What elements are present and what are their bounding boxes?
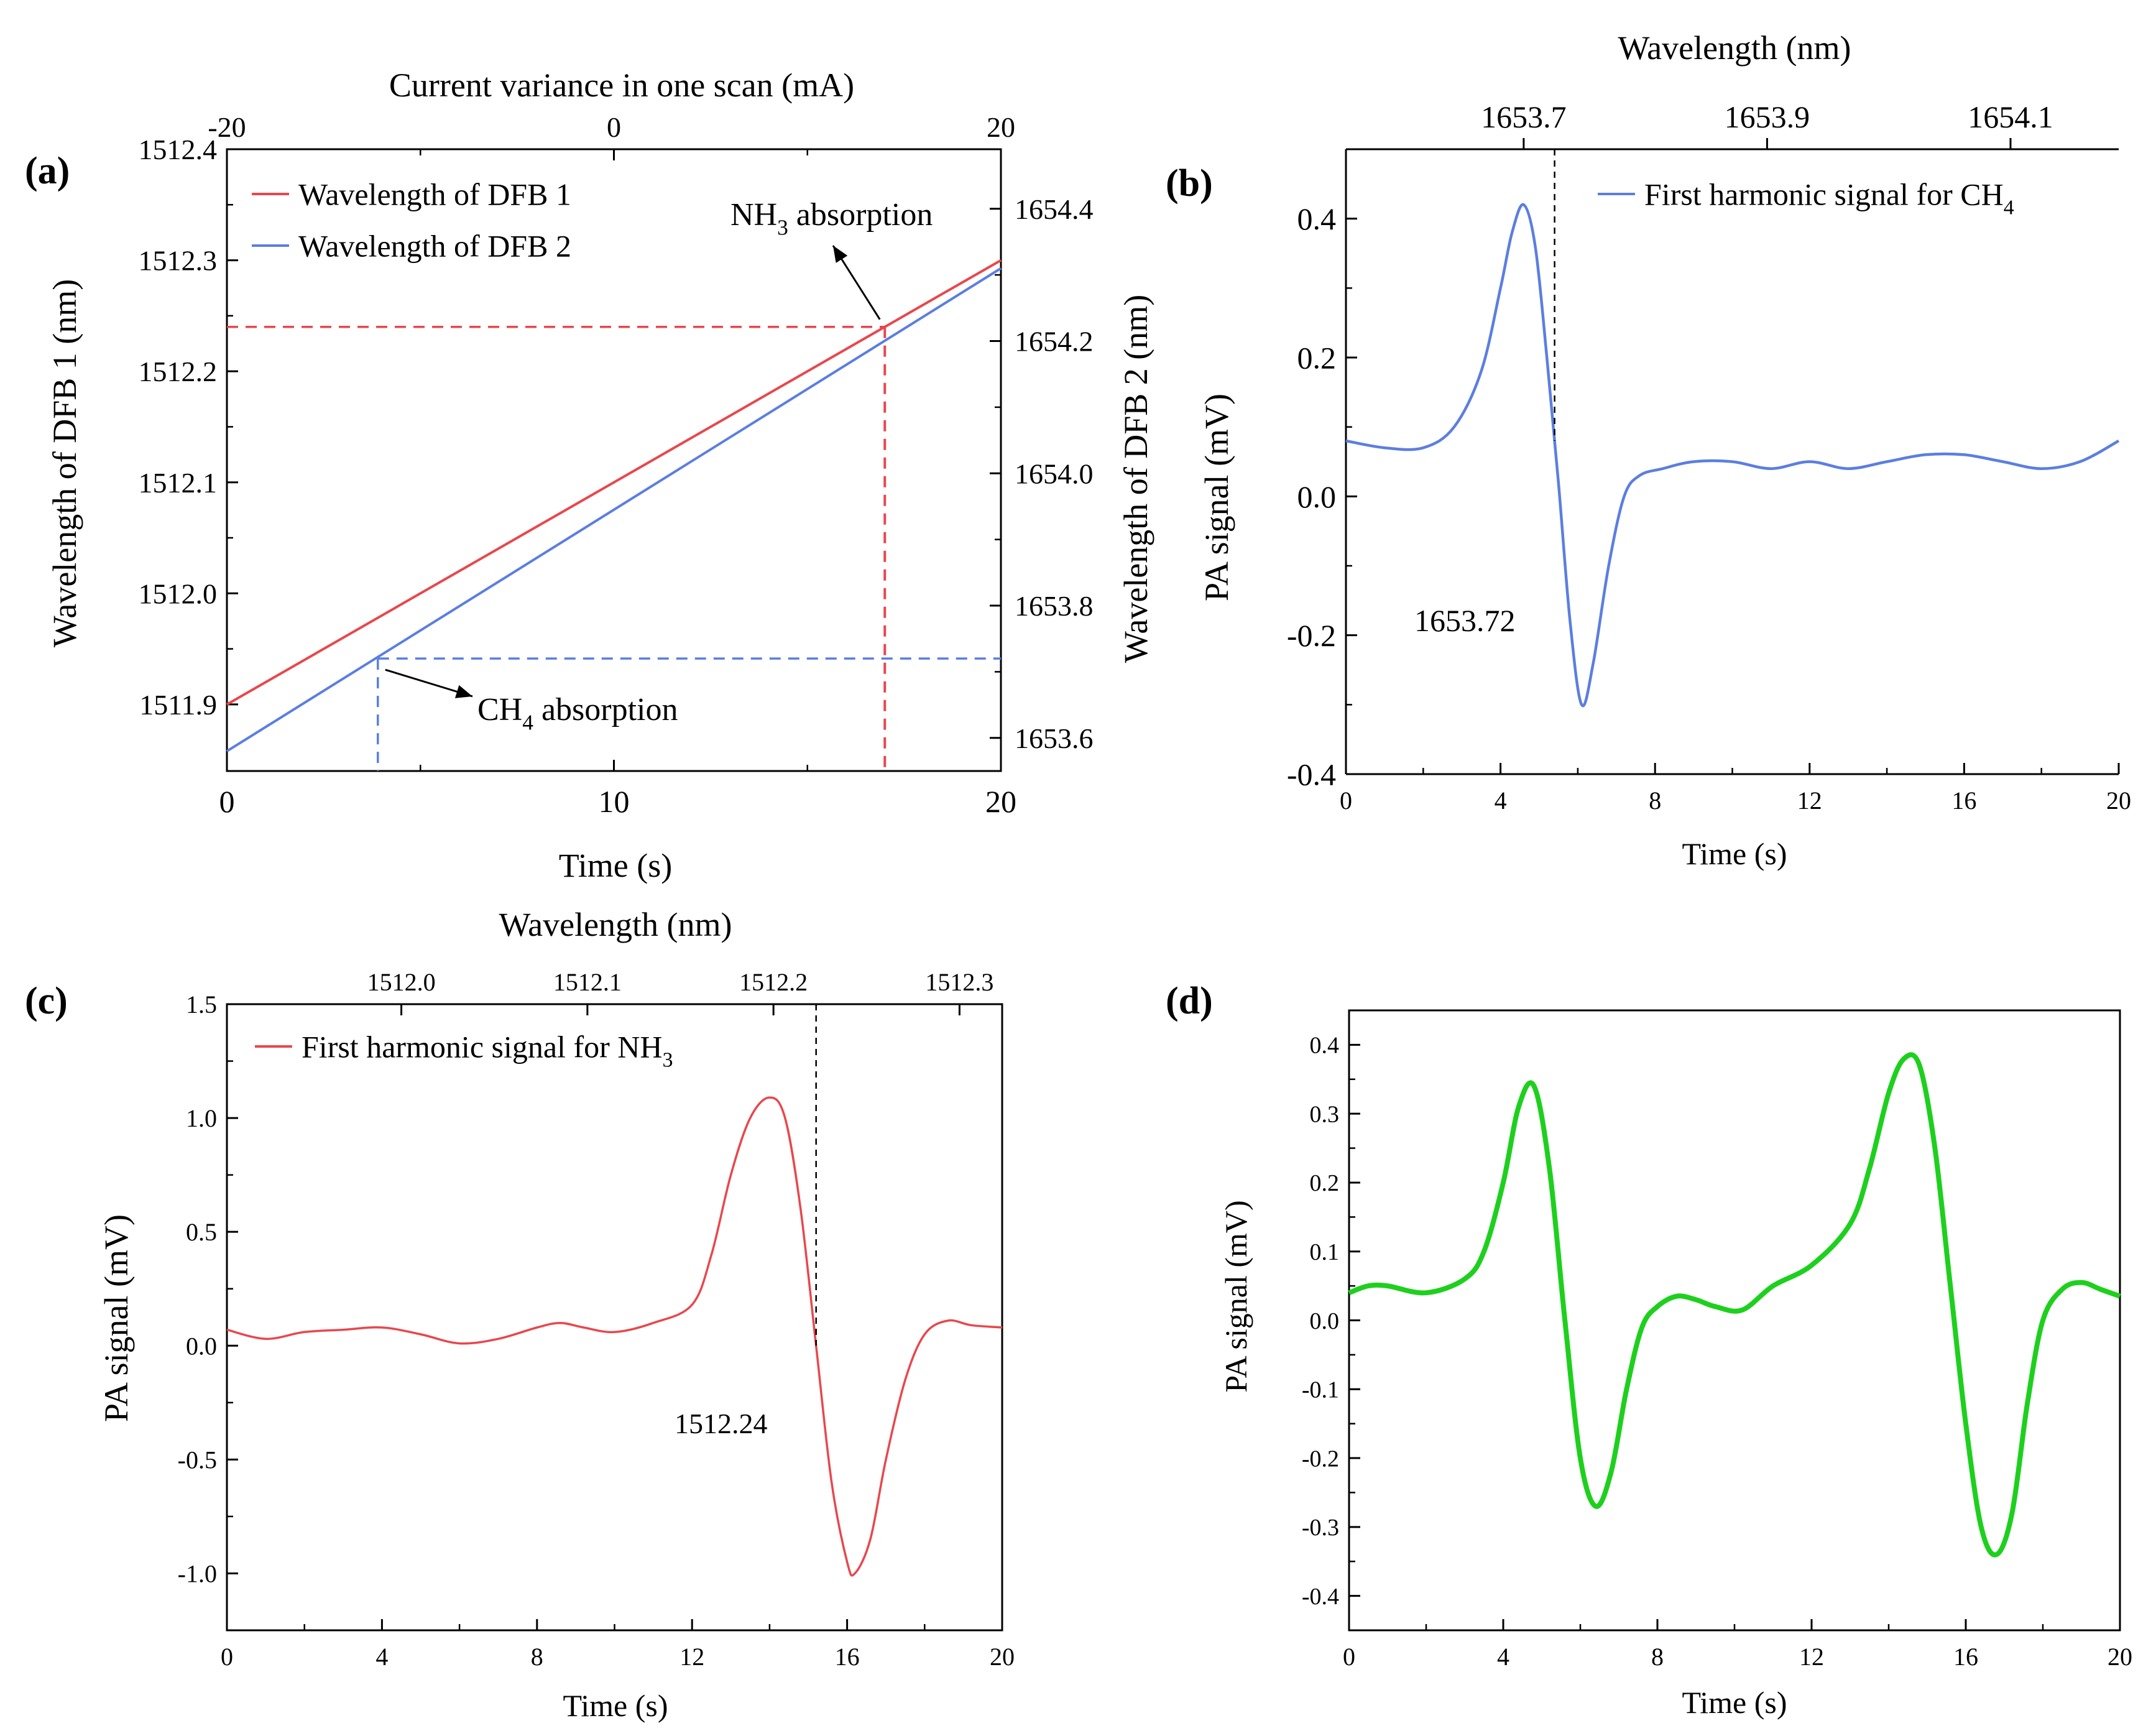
x2-axis-title: Wavelength (nm) bbox=[1618, 29, 1851, 67]
y-tick-label: 0.0 bbox=[186, 1332, 217, 1360]
y-tick-label: -0.4 bbox=[1287, 757, 1336, 792]
y-axis-title: PA signal (mV) bbox=[1219, 1200, 1253, 1392]
x-tick-label: 4 bbox=[1497, 1643, 1509, 1671]
x-axis-title: Time (s) bbox=[563, 1688, 668, 1723]
y-tick-label: -1.0 bbox=[178, 1559, 217, 1587]
y2-axis-title: Wavelength of DFB 2 (nm) bbox=[1117, 295, 1154, 663]
y-tick-label: 1512.2 bbox=[139, 356, 218, 387]
series-line-dfb2 bbox=[226, 267, 1002, 752]
x2-tick-label: 20 bbox=[987, 111, 1015, 143]
y-tick-label: 1.5 bbox=[186, 990, 217, 1018]
x2-tick-label: 1512.2 bbox=[739, 968, 808, 996]
y-axis-title: PA signal (mV) bbox=[98, 1214, 135, 1422]
x-tick-label: 20 bbox=[2108, 1643, 2132, 1671]
y-tick-label: 1512.4 bbox=[139, 134, 218, 165]
x-tick-label: 12 bbox=[1797, 787, 1822, 815]
y-tick-label: -0.5 bbox=[178, 1446, 217, 1474]
legend-label: First harmonic signal for CH4 bbox=[1644, 177, 2014, 219]
y-axis-title: Wavelength of DFB 1 (nm) bbox=[46, 279, 83, 648]
panel-label-a: (a) bbox=[25, 150, 70, 192]
x-tick-label: 16 bbox=[1951, 787, 1976, 815]
panel-d: (d) Time (s) PA signal (mV) 0 4 8 12 16 20 -0.… bbox=[1166, 980, 2132, 1720]
x2-tick-label: 1654.1 bbox=[1968, 99, 2053, 134]
annotation-ch4: CH4 absorption bbox=[477, 692, 678, 735]
legend-label: Wavelength of DFB 1 bbox=[298, 177, 571, 212]
peak-marker-label: 1653.72 bbox=[1414, 603, 1516, 638]
y-tick-label: 1512.3 bbox=[139, 245, 218, 277]
peak-marker-label: 1512.24 bbox=[675, 1408, 768, 1439]
x-tick-label: 8 bbox=[1649, 787, 1661, 815]
x-tick-label: 10 bbox=[599, 784, 630, 819]
y-tick-label: -0.3 bbox=[1302, 1515, 1339, 1541]
x-tick-label: 12 bbox=[680, 1643, 704, 1671]
y-tick-label: 0.0 bbox=[1297, 479, 1337, 514]
x-tick-label: 8 bbox=[531, 1643, 543, 1671]
y-tick-label: -0.2 bbox=[1287, 618, 1336, 653]
y-tick-label: 0.1 bbox=[1310, 1239, 1340, 1265]
x2-tick-label: 1512.0 bbox=[367, 968, 436, 996]
y-tick-label: 0.2 bbox=[1297, 341, 1337, 376]
x-tick-label: 20 bbox=[2106, 787, 2131, 815]
legend-label: Wavelength of DFB 2 bbox=[298, 229, 571, 264]
x-tick-label: 16 bbox=[835, 1643, 860, 1671]
y-tick-label: 0.2 bbox=[1310, 1170, 1340, 1196]
x2-axis-title: Current variance in one scan (mA) bbox=[389, 67, 854, 104]
y2-tick-label: 1653.8 bbox=[1015, 590, 1094, 622]
x-axis-title: Time (s) bbox=[1682, 1685, 1787, 1720]
x-tick-label: 20 bbox=[990, 1643, 1015, 1671]
y-axis-title: PA signal (mV) bbox=[1198, 394, 1235, 601]
x-tick-label: 8 bbox=[1651, 1643, 1664, 1671]
x2-tick-label: 1653.7 bbox=[1481, 99, 1567, 134]
y-tick-label: 0.0 bbox=[1310, 1308, 1340, 1334]
x2-tick-label: 0 bbox=[607, 111, 621, 143]
y-tick-label: -0.4 bbox=[1302, 1584, 1339, 1610]
y2-tick-label: 1654.4 bbox=[1015, 193, 1094, 225]
y2-tick-label: 1654.2 bbox=[1015, 326, 1094, 358]
x-tick-label: 20 bbox=[985, 784, 1016, 819]
series-line-nh3 bbox=[226, 1096, 1003, 1577]
annotation-nh3-arrow-head bbox=[833, 246, 848, 263]
panel-b: (b) Wavelength (nm) Time (s) PA signal (… bbox=[1166, 29, 2131, 871]
x-axis-title: Time (s) bbox=[559, 847, 673, 884]
series-line-combined bbox=[1348, 1052, 2121, 1558]
panel-label-b: (b) bbox=[1166, 162, 1213, 205]
x-tick-label: 0 bbox=[219, 784, 235, 819]
x2-tick-label: 1512.3 bbox=[925, 968, 993, 996]
x-tick-label: 12 bbox=[1799, 1643, 1824, 1671]
x2-tick-label: -20 bbox=[208, 111, 246, 143]
panel-a: (a) Current variance in one scan (mA) Ti… bbox=[25, 67, 1154, 884]
y-tick-label: 0.4 bbox=[1297, 201, 1337, 236]
annotation-ch4-arrow-head bbox=[454, 685, 472, 698]
x-tick-label: 0 bbox=[1343, 1643, 1355, 1671]
x2-axis-title: Wavelength (nm) bbox=[499, 906, 732, 943]
panel-label-c: (c) bbox=[25, 980, 68, 1022]
y-tick-label: 0.5 bbox=[186, 1218, 217, 1246]
x2-tick-label: 1512.1 bbox=[553, 968, 622, 996]
panel-c: (c) Wavelength (nm) Time (s) PA signal (… bbox=[25, 906, 1015, 1723]
y2-tick-label: 1654.0 bbox=[1015, 458, 1094, 489]
x-tick-label: 0 bbox=[221, 1643, 233, 1671]
y-tick-label: 1512.0 bbox=[139, 578, 218, 609]
y2-tick-label: 1653.6 bbox=[1015, 723, 1094, 754]
y-tick-label: 1511.9 bbox=[139, 689, 217, 721]
series-line-dfb1 bbox=[226, 259, 1002, 706]
y-tick-label: -0.2 bbox=[1302, 1446, 1339, 1472]
x2-tick-label: 1653.9 bbox=[1725, 99, 1810, 134]
y-tick-label: 0.3 bbox=[1310, 1101, 1340, 1127]
x-axis-title: Time (s) bbox=[1682, 836, 1787, 871]
x-tick-label: 4 bbox=[375, 1643, 388, 1671]
panel-label-d: (d) bbox=[1166, 980, 1213, 1022]
y-tick-label: 1512.1 bbox=[139, 467, 218, 499]
annotation-nh3: NH3 absorption bbox=[730, 197, 933, 240]
legend-label: First harmonic signal for NH3 bbox=[302, 1030, 673, 1072]
x-tick-label: 16 bbox=[1953, 1643, 1978, 1671]
plot-frame bbox=[226, 1003, 1003, 1632]
x-tick-label: 0 bbox=[1340, 787, 1352, 815]
x-tick-label: 4 bbox=[1495, 787, 1507, 815]
y-tick-label: -0.1 bbox=[1302, 1377, 1339, 1403]
series-line-ch4 bbox=[1345, 203, 2120, 708]
y-tick-label: 1.0 bbox=[186, 1104, 217, 1132]
y-tick-label: 0.4 bbox=[1310, 1033, 1340, 1059]
